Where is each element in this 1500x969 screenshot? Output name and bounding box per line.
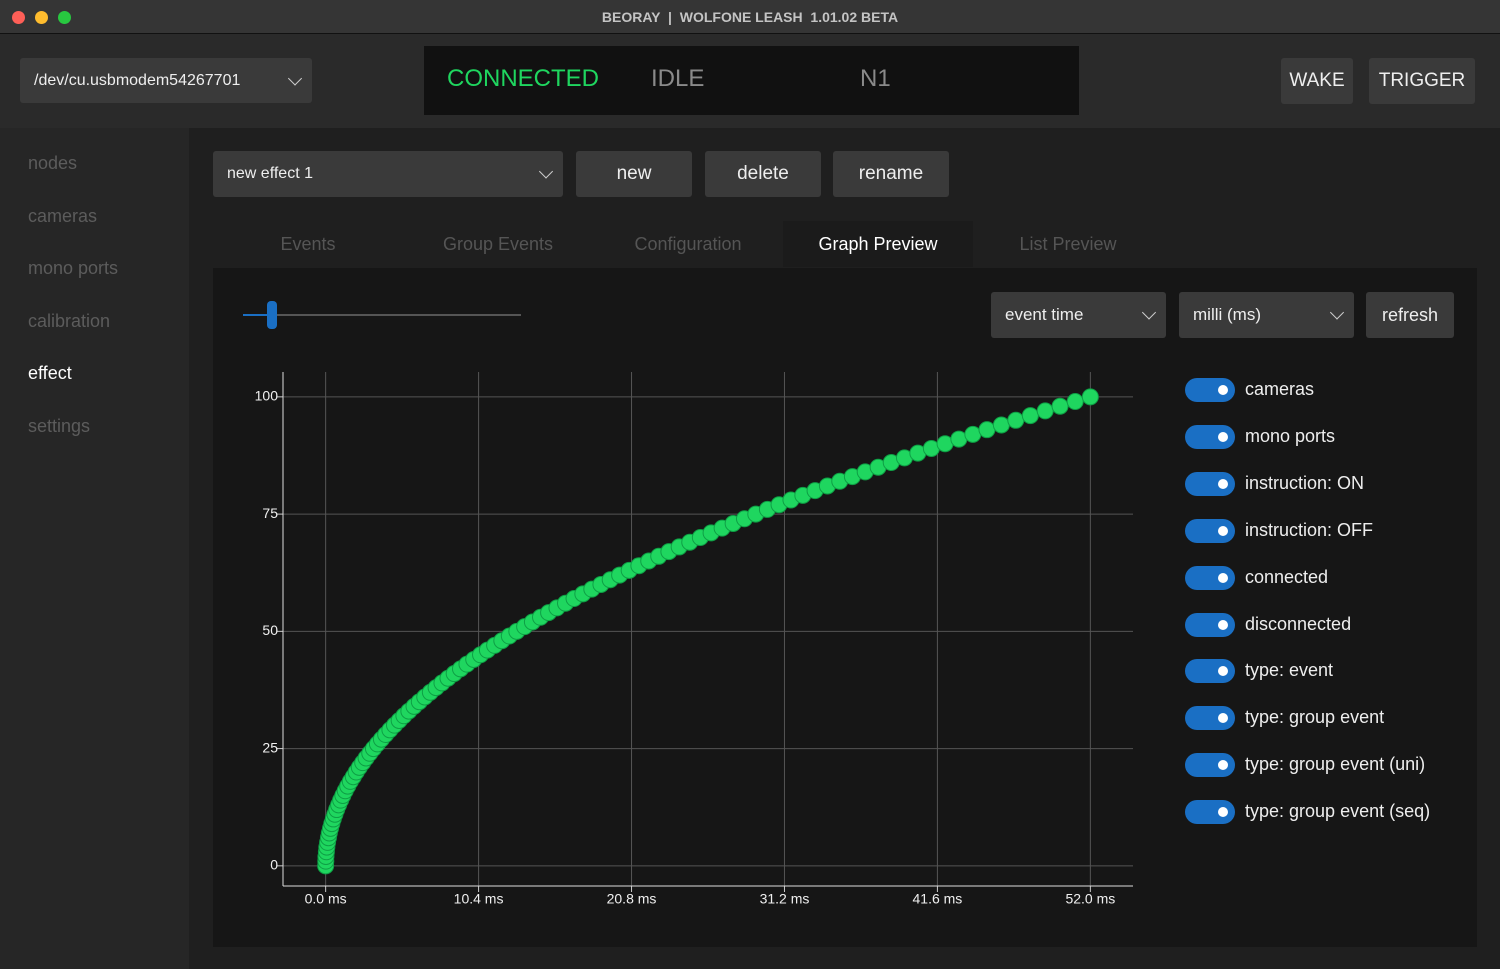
sidebar-item[interactable]: mono ports (28, 258, 119, 279)
toggle-label: type: group event (uni) (1245, 754, 1426, 775)
effect-select[interactable]: new effect 1 (213, 151, 563, 197)
status-panel: CONNECTED IDLE N1 (424, 46, 1079, 115)
effect-label: new effect 1 (227, 165, 313, 182)
toggle-label: type: group event (seq) (1245, 801, 1431, 822)
toggle-label: type: group event (1245, 707, 1385, 728)
sidebar-item[interactable]: effect (28, 363, 72, 384)
x-tick-label: 52.0 ms (1065, 891, 1115, 907)
tab[interactable]: List Preview (1019, 233, 1117, 254)
port-label: /dev/cu.usbmodem54267701 (34, 71, 241, 89)
toggle-label: connected (1245, 566, 1329, 587)
node-status: N1 (860, 65, 891, 92)
unit-label: milli (ms) (1193, 305, 1261, 324)
connection-status: CONNECTED (447, 65, 600, 92)
toggle-switch[interactable] (1185, 378, 1235, 402)
y-tick-label: 75 (262, 505, 278, 521)
toggle-switch[interactable] (1185, 565, 1235, 590)
trigger-button[interactable]: TRIGGER (1369, 58, 1475, 104)
sidebar: nodes cameras mono ports calibration effect s… (0, 128, 189, 969)
x-tick-label: 0.0 ms (305, 891, 347, 907)
title-bar: BEORAY | WOLFONE LEASH 1.01.02 BETA (0, 0, 1500, 34)
data-point (992, 416, 1010, 434)
x-tick-label: 10.4 ms (454, 891, 504, 907)
data-point (1036, 402, 1054, 420)
slider-fill (243, 314, 272, 316)
toggle-switch[interactable] (1185, 424, 1235, 449)
state-status: IDLE (651, 65, 705, 92)
toggle-switch[interactable] (1185, 518, 1235, 543)
data-point (978, 421, 996, 439)
tab[interactable]: Graph Preview (783, 221, 973, 267)
data-point (1021, 407, 1039, 425)
toggle-switch[interactable] (1185, 659, 1235, 684)
wake-button[interactable]: WAKE (1281, 58, 1353, 104)
toggle-switch[interactable] (1185, 612, 1235, 637)
sidebar-item[interactable]: calibration (28, 310, 111, 331)
toggle-switch[interactable] (1185, 706, 1235, 731)
sidebar-item[interactable]: settings (28, 416, 91, 436)
y-tick-label: 50 (262, 622, 278, 638)
toggle-label: mono ports (1245, 425, 1336, 446)
tab[interactable]: Configuration (634, 233, 742, 254)
data-point (1081, 388, 1099, 406)
toggle-switch[interactable] (1185, 800, 1235, 825)
effect-button[interactable]: delete (705, 151, 821, 197)
y-tick-label: 0 (270, 857, 278, 873)
data-point (964, 425, 982, 443)
y-tick-label: 100 (255, 388, 279, 404)
graph-panel: event time milli (ms) refresh (213, 268, 1477, 947)
tab[interactable]: Events (280, 233, 336, 254)
toggle-label: disconnected (1245, 613, 1352, 634)
refresh-button[interactable]: refresh (1366, 292, 1454, 338)
toggle-label: instruction: ON (1245, 472, 1365, 493)
data-point (1066, 393, 1084, 411)
toggle-label: type: event (1245, 660, 1334, 681)
x-tick-label: 41.6 ms (913, 891, 963, 907)
zoom-button[interactable] (58, 11, 71, 24)
slider-thumb[interactable] (267, 301, 277, 329)
slider-track (243, 314, 521, 316)
x-mode-select[interactable]: event time (991, 292, 1166, 338)
toggle-switch[interactable] (1185, 471, 1235, 496)
close-button[interactable] (12, 11, 25, 24)
sidebar-item[interactable]: nodes (28, 153, 78, 173)
tab[interactable]: Group Events (442, 233, 554, 254)
effect-button[interactable]: rename (833, 151, 949, 197)
data-point (1007, 411, 1025, 429)
unit-select[interactable]: milli (ms) (1179, 292, 1354, 338)
window-title: BEORAY | WOLFONE LEASH 1.01.02 BETA (601, 9, 899, 25)
toggle-switch[interactable] (1185, 753, 1235, 778)
port-select[interactable]: /dev/cu.usbmodem54267701 (20, 58, 312, 103)
toggle-label: instruction: OFF (1245, 519, 1374, 540)
x-tick-label: 31.2 ms (760, 891, 810, 907)
x-tick-label: 20.8 ms (607, 891, 657, 907)
y-tick-label: 25 (262, 739, 278, 755)
data-point (1051, 397, 1069, 415)
x-mode-label: event time (1005, 305, 1084, 324)
content-panel: new effect 1 event time milli (ms) refre… (189, 128, 1500, 969)
minimize-button[interactable] (35, 11, 48, 24)
effect-button[interactable]: new (576, 151, 692, 197)
sidebar-item[interactable]: cameras (28, 205, 98, 226)
toggle-label: cameras (1245, 379, 1315, 399)
